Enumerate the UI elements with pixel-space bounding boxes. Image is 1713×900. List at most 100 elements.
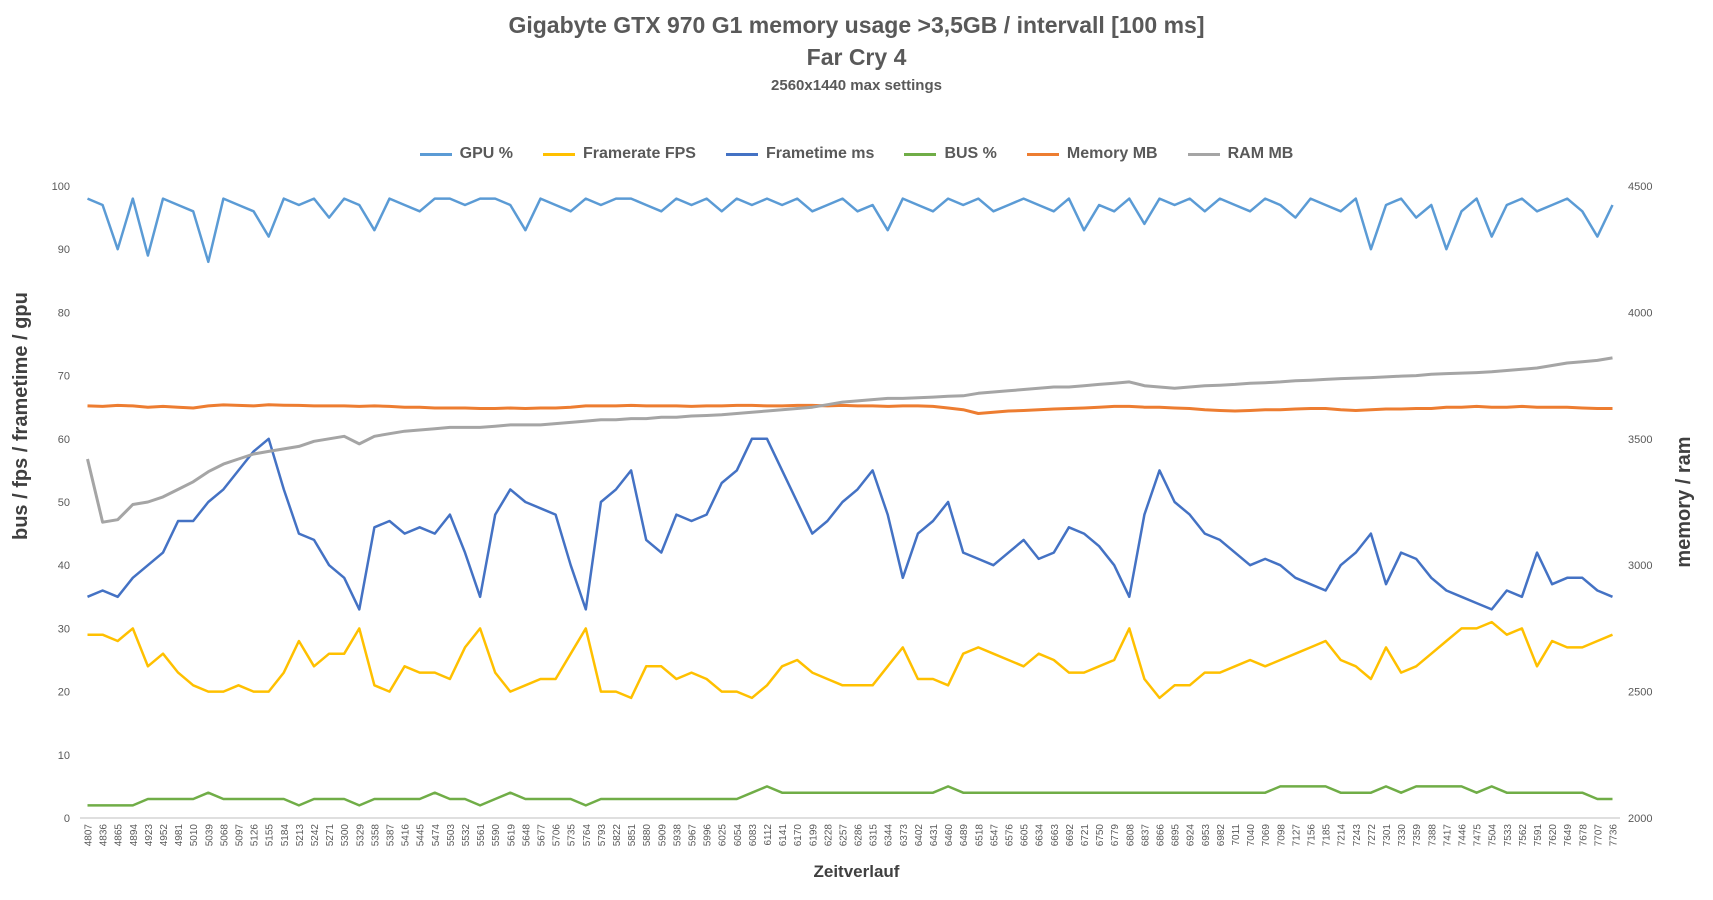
x-tick-label: 4836 — [99, 824, 110, 847]
x-tick-label: 5648 — [521, 824, 532, 847]
x-tick-label: 4807 — [84, 824, 95, 847]
x-tick-label: 4952 — [159, 824, 170, 847]
x-tick-label: 6315 — [869, 824, 880, 847]
x-tick-label: 5213 — [295, 824, 306, 847]
x-tick-label: 6170 — [793, 824, 804, 847]
x-tick-label: 6866 — [1156, 824, 1167, 847]
chart-title: Gigabyte GTX 970 G1 memory usage >3,5GB … — [508, 12, 1205, 38]
legend-label: GPU % — [459, 145, 513, 162]
x-tick-label: 5677 — [536, 824, 547, 847]
y-left-tick-label: 60 — [58, 434, 70, 446]
series-line-frametime-ms — [87, 437, 1613, 611]
x-tick-label: 5300 — [340, 824, 351, 847]
legend-label: Frametime ms — [765, 145, 875, 162]
x-tick-label: 6054 — [733, 824, 744, 847]
x-tick-label: 7330 — [1397, 824, 1408, 847]
x-tick-label: 7649 — [1563, 824, 1574, 847]
y-left-tick-label: 30 — [58, 623, 70, 635]
x-tick-label: 5996 — [703, 824, 714, 847]
chart-subtitle: Far Cry 4 — [806, 44, 907, 70]
y-left-tick-label: 80 — [58, 307, 70, 319]
x-tick-label: 5184 — [280, 824, 291, 847]
x-tick-label: 6344 — [884, 824, 895, 847]
x-tick-label: 5851 — [627, 824, 638, 847]
x-tick-label: 7301 — [1382, 824, 1393, 847]
x-tick-label: 7272 — [1367, 824, 1378, 847]
legend: GPU % Framerate FPS Frametime ms BUS % Memor… — [0, 145, 1713, 163]
x-tick-label: 7504 — [1488, 824, 1499, 847]
x-tick-label: 5938 — [672, 824, 683, 847]
x-tick-label: 6083 — [748, 824, 759, 847]
x-tick-label: 7562 — [1518, 824, 1529, 847]
y-left-tick-label: 70 — [58, 371, 70, 383]
series-line-bus- — [87, 785, 1613, 807]
x-tick-label: 7214 — [1337, 824, 1348, 847]
y-right-tick-label: 3500 — [1628, 434, 1652, 446]
x-tick-label: 6895 — [1171, 824, 1182, 847]
series-line-ram-mb — [86, 356, 1613, 524]
x-tick-label: 7359 — [1412, 824, 1423, 847]
x-tick-label: 7098 — [1276, 824, 1287, 847]
x-tick-label: 7678 — [1578, 824, 1589, 847]
legend-swatch — [904, 152, 937, 156]
x-tick-label: 4923 — [144, 824, 155, 847]
legend-item: RAM MB — [1187, 145, 1293, 163]
x-tick-label: 5474 — [431, 824, 442, 847]
legend-swatch — [419, 152, 452, 156]
x-tick-label: 5909 — [657, 824, 668, 847]
legend-swatch — [725, 152, 758, 156]
x-tick-label: 6982 — [1216, 824, 1227, 847]
x-tick-label: 5271 — [325, 824, 336, 847]
legend-label: Framerate FPS — [583, 145, 696, 162]
x-tick-label: 5793 — [597, 824, 608, 847]
chart-subtitle-settings: 2560x1440 max settings — [771, 77, 942, 94]
x-tick-label: 6924 — [1186, 824, 1197, 847]
x-tick-label: 6837 — [1140, 824, 1151, 847]
y-right-tick-label: 4000 — [1628, 307, 1652, 319]
x-tick-label: 5706 — [552, 824, 563, 847]
y-right-tick-label: 3000 — [1628, 560, 1652, 572]
x-tick-label: 5155 — [265, 824, 276, 847]
y-right-tick-label: 2500 — [1628, 687, 1652, 699]
x-tick-label: 5387 — [386, 824, 397, 847]
x-tick-label: 6605 — [1020, 824, 1031, 847]
x-tick-label: 5822 — [612, 824, 623, 847]
legend-swatch — [543, 152, 575, 156]
x-tick-label: 7040 — [1246, 824, 1257, 847]
x-tick-label: 5561 — [476, 824, 487, 847]
y-left-tick-label: 0 — [64, 813, 70, 825]
legend-swatch — [1187, 152, 1220, 156]
x-tick-label: 7475 — [1473, 824, 1484, 847]
x-tick-label: 5416 — [401, 824, 412, 847]
x-tick-label: 7185 — [1322, 824, 1333, 847]
legend-item: Frametime ms — [725, 145, 875, 163]
legend-item: BUS % — [904, 145, 997, 163]
y-left-tick-label: 20 — [58, 687, 70, 699]
y-axis-left-label: bus / fps / frametime / gpu — [10, 292, 32, 540]
x-tick-label: 7533 — [1503, 824, 1514, 847]
x-tick-label: 7069 — [1261, 824, 1272, 847]
x-tick-label: 6518 — [974, 824, 985, 847]
legend-swatch — [1026, 152, 1059, 156]
x-tick-label: 7127 — [1291, 824, 1302, 847]
legend-label: Memory MB — [1066, 145, 1158, 162]
x-tick-label: 4865 — [114, 824, 125, 847]
x-tick-label: 6460 — [944, 824, 955, 847]
x-tick-label: 7736 — [1608, 824, 1619, 847]
x-tick-label: 5358 — [370, 824, 381, 847]
x-tick-label: 6402 — [914, 824, 925, 847]
y-left-tick-label: 10 — [58, 750, 70, 762]
legend-label: BUS % — [944, 145, 997, 162]
x-tick-label: 6141 — [778, 824, 789, 847]
y-left-tick-label: 40 — [58, 560, 70, 572]
x-tick-label: 6692 — [1065, 824, 1076, 847]
x-tick-label: 6634 — [1035, 824, 1046, 847]
x-tick-label: 6721 — [1080, 824, 1091, 847]
y-right-tick-label: 4500 — [1628, 181, 1652, 193]
x-tick-label: 5329 — [355, 824, 366, 847]
series-line-memory-mb — [87, 403, 1613, 415]
x-tick-label: 6489 — [959, 824, 970, 847]
legend-item: Framerate FPS — [543, 145, 696, 163]
x-tick-label: 5590 — [491, 824, 502, 847]
